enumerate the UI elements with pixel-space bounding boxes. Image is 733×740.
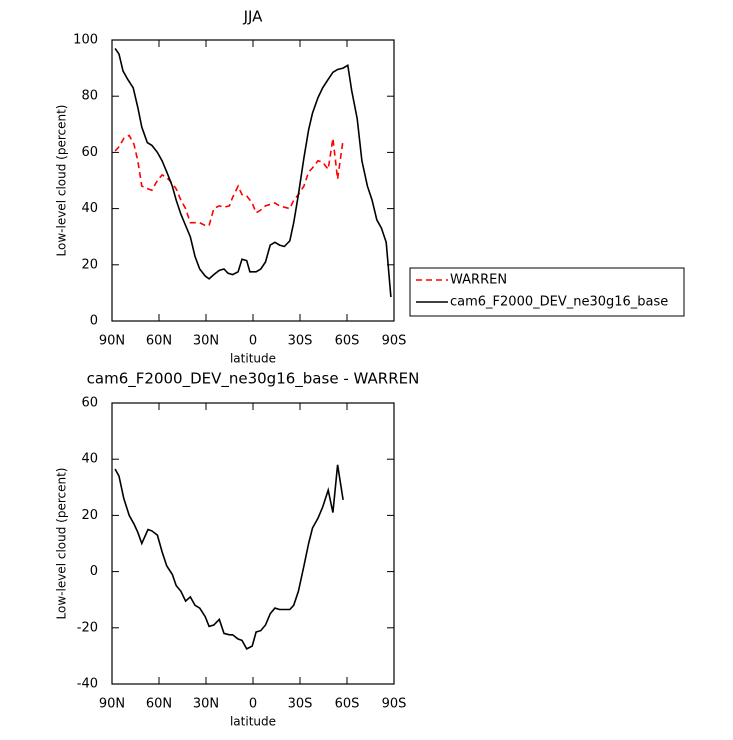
y-tick-label: 0 bbox=[90, 314, 98, 329]
y-axis-label: Low-level cloud (percent) bbox=[55, 105, 69, 257]
y-tick-label: 0 bbox=[90, 564, 98, 579]
series-line bbox=[114, 47, 392, 298]
x-tick-label: 90S bbox=[382, 334, 407, 349]
plot-frame bbox=[111, 39, 395, 322]
x-tick-label: 90N bbox=[99, 334, 125, 349]
y-tick-label: 20 bbox=[81, 257, 98, 272]
legend-box bbox=[409, 267, 685, 317]
x-tick-label: 30S bbox=[288, 334, 313, 349]
x-tick-label: 60S bbox=[335, 334, 360, 349]
y-tick-label: 60 bbox=[81, 396, 98, 411]
x-tick-label: 30N bbox=[193, 697, 219, 712]
y-axis-label: Low-level cloud (percent) bbox=[55, 468, 69, 620]
x-tick-label: 30N bbox=[193, 334, 219, 349]
y-tick-label: 40 bbox=[81, 452, 98, 467]
chart-title: JJA bbox=[243, 8, 264, 26]
x-axis-label: latitude bbox=[230, 715, 276, 729]
x-tick-label: 60N bbox=[146, 334, 172, 349]
y-tick-label: 100 bbox=[73, 33, 98, 48]
y-tick-label: -40 bbox=[77, 677, 98, 692]
series-line bbox=[114, 134, 344, 227]
legend-label: WARREN bbox=[450, 273, 507, 288]
x-axis-label: latitude bbox=[230, 352, 276, 366]
x-tick-label: 60S bbox=[335, 697, 360, 712]
y-tick-label: 60 bbox=[81, 145, 98, 160]
series-line bbox=[114, 464, 344, 650]
x-tick-label: 0 bbox=[249, 334, 257, 349]
y-tick-label: 40 bbox=[81, 201, 98, 216]
y-tick-label: 80 bbox=[81, 89, 98, 104]
x-tick-label: 60N bbox=[146, 697, 172, 712]
legend-label: cam6_F2000_DEV_ne30g16_base bbox=[450, 295, 668, 310]
x-tick-label: 90N bbox=[99, 697, 125, 712]
y-tick-label: 20 bbox=[81, 508, 98, 523]
chart-title: cam6_F2000_DEV_ne30g16_base - WARREN bbox=[87, 370, 420, 389]
x-tick-label: 30S bbox=[288, 697, 313, 712]
x-tick-label: 0 bbox=[249, 697, 257, 712]
x-tick-label: 90S bbox=[382, 697, 407, 712]
y-tick-label: -20 bbox=[77, 620, 98, 635]
